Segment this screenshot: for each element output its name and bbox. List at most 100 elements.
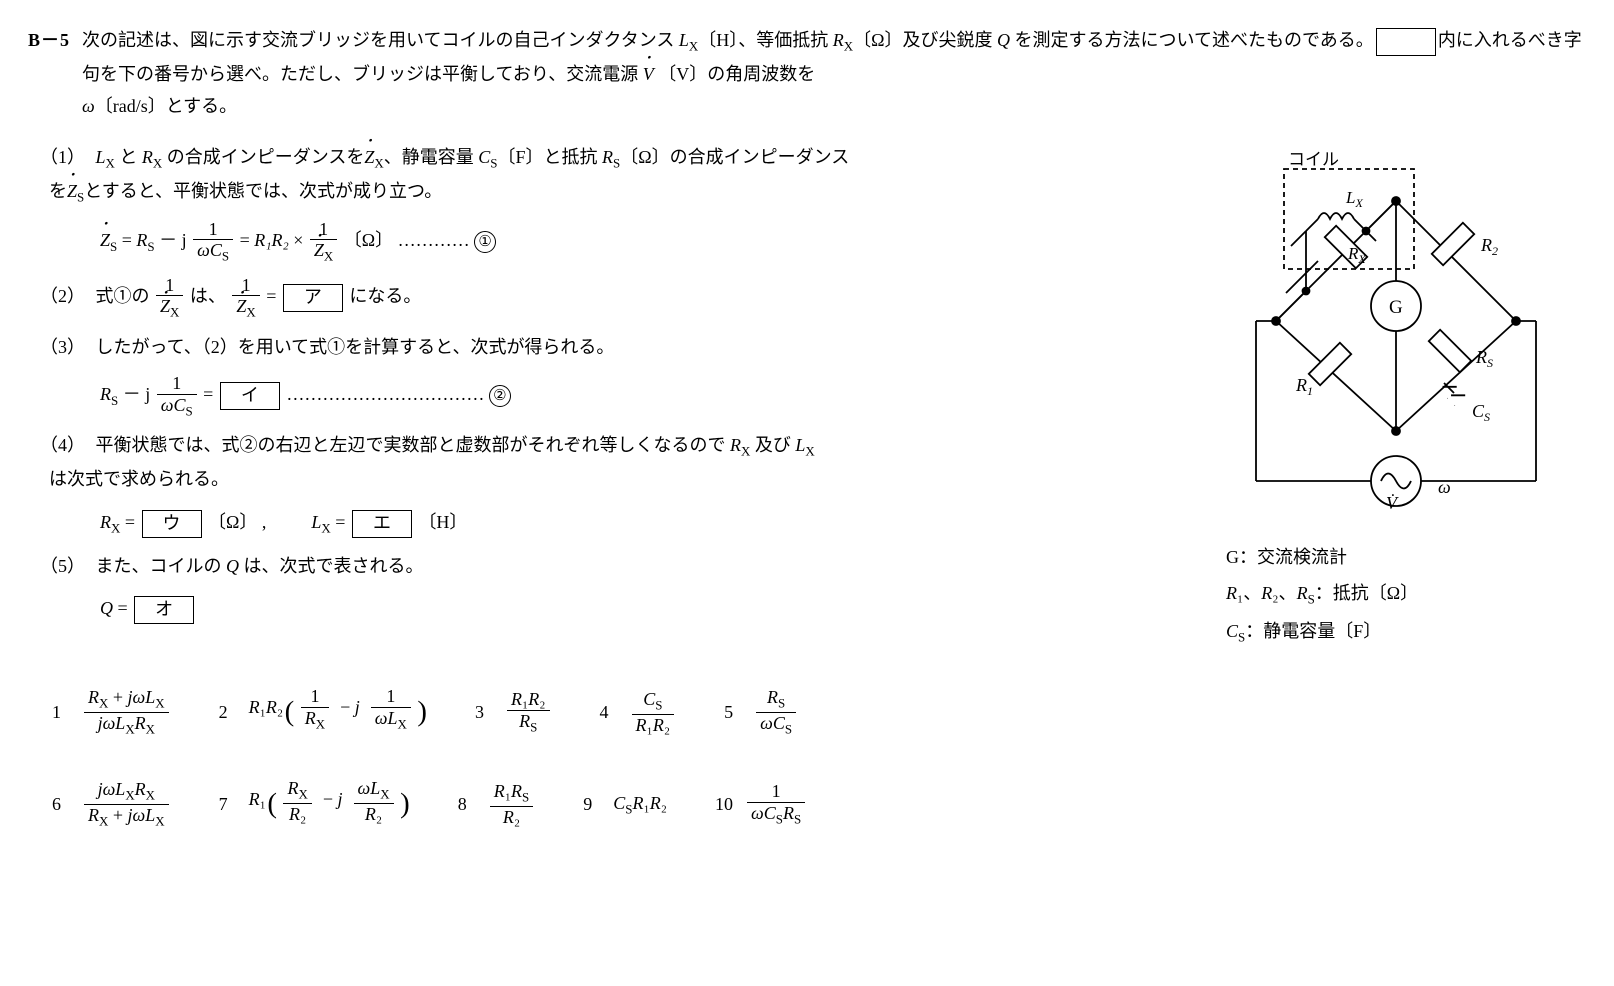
text: は、	[190, 286, 226, 306]
text: 〔Ω〕の合成インピーダンス	[620, 147, 849, 167]
lx-sub: X	[321, 520, 330, 535]
choice-4-expr: CS R₁R₂	[632, 689, 675, 735]
problem-number: B－5	[28, 24, 70, 56]
choice-7: 7 R₁ ( RXR₂ − j ωLXR₂ )	[219, 778, 410, 830]
choice-num: 6	[52, 788, 72, 820]
equation-1: ZS = RS － j 1 ωCS = R₁R₂ × 1 ZX 〔Ω〕 ……………	[100, 219, 1210, 265]
lx-sub: X	[805, 444, 814, 459]
denominator: ZX	[232, 296, 259, 320]
unit: 〔Ω〕 ,	[208, 512, 266, 532]
diagram-caption: G：交流検流計 R₁、R₂、RS：抵抗〔Ω〕 CS：静電容量〔F〕	[1226, 539, 1586, 650]
eq: =	[122, 230, 137, 250]
denominator: ZX	[156, 296, 183, 320]
subquestion-2: （2） 式①の 1 ZX は、 1 ZX = ア になる。	[40, 275, 1210, 321]
lx: L	[795, 435, 805, 455]
text: は、次式で表される。	[239, 556, 424, 576]
problem-header: B－5 次の記述は、図に示す交流ブリッジを用いてコイルの自己インダクタンス LX…	[28, 24, 1586, 123]
text: 〔V〕の角周波数を	[654, 64, 816, 84]
text: したがって、（2）を用いて式①を計算すると、次式が得られる。	[96, 337, 615, 357]
text: 式①の	[96, 286, 155, 306]
sub: X	[153, 155, 162, 170]
blank-e: エ	[352, 510, 412, 538]
rs-sub: S	[147, 238, 154, 253]
choice-num: 7	[219, 788, 239, 820]
cs-sub: S	[185, 404, 192, 419]
blank-i: イ	[220, 382, 280, 410]
rs-symbol: R	[602, 147, 613, 167]
equation-q: Q = オ	[100, 592, 1210, 624]
rx: R	[730, 435, 741, 455]
choice-5: 5 RS ωCS	[724, 687, 798, 737]
choice-num: 1	[52, 696, 72, 728]
text: は次式で求められる。	[49, 469, 229, 489]
dots: ……………………………	[286, 384, 489, 404]
caption-g: G：交流検流計	[1226, 539, 1586, 575]
lx-label: LX	[1345, 188, 1363, 210]
zs-sub: S	[110, 238, 117, 253]
subquestion-1: （1） LX と RX の合成インピーダンスをZX、静電容量 CS〔F〕と抵抗 …	[40, 141, 1210, 209]
questions-column: （1） LX と RX の合成インピーダンスをZX、静電容量 CS〔F〕と抵抗 …	[28, 141, 1226, 635]
choice-9: 9 CSR₁R₂	[583, 787, 667, 821]
fraction: 1 ZX	[310, 219, 337, 265]
subquestion-4: （4） 平衡状態では、式②の右辺と左辺で実数部と虚数部がそれぞれ等しくなるので …	[40, 429, 1210, 495]
blank-o: オ	[134, 596, 194, 624]
cs-symbol: C	[478, 147, 490, 167]
r2-label: R2	[1480, 235, 1498, 258]
choice-row-2: 6 jωLXRX RX + jωLX 7 R₁ ( RXR₂ − j ωLXR₂…	[52, 778, 1586, 830]
zx: Z	[236, 296, 246, 317]
caption-c: CS：静電容量〔F〕	[1226, 613, 1586, 651]
lx-symbol: L	[679, 30, 689, 50]
subq-num: （4）	[40, 435, 85, 455]
choice-num: 10	[715, 788, 735, 820]
rs-label: RS	[1475, 347, 1493, 370]
choice-num: 2	[219, 696, 239, 728]
choice-8: 8 R₁RS R₂	[458, 781, 536, 827]
eq: =	[266, 286, 281, 306]
choice-4: 4 CS R₁R₂	[600, 689, 677, 735]
main-content-row: （1） LX と RX の合成インピーダンスをZX、静電容量 CS〔F〕と抵抗 …	[28, 141, 1586, 650]
coil-label: コイル	[1288, 150, 1339, 169]
rs: R	[100, 384, 111, 404]
unit: 〔Ω〕	[344, 230, 393, 250]
blank-u: ウ	[142, 510, 202, 538]
text: を測定する方法について述べたものである。	[1010, 30, 1374, 50]
rs-sub: S	[111, 393, 118, 408]
text: 、静電容量	[384, 147, 479, 167]
zs-symbol: Z	[67, 175, 77, 207]
denominator: ZX	[310, 240, 337, 264]
blank-a: ア	[283, 284, 343, 312]
minus-j: － j	[159, 230, 191, 250]
omega-label: ω	[1438, 477, 1451, 497]
zx-sub: X	[246, 305, 255, 320]
zx: Z	[160, 296, 170, 317]
diagram-column: コイル LX RX R2 R1 RS CS G V̇ ω G：交流検流計 R₁、…	[1226, 141, 1586, 650]
eq: =	[335, 512, 350, 532]
choice-5-expr: RS ωCS	[756, 687, 796, 737]
circuit-diagram: コイル LX RX R2 R1 RS CS G V̇ ω	[1226, 141, 1566, 511]
cs-label: CS	[1472, 401, 1490, 424]
text: になる。	[349, 286, 421, 306]
problem-statement: 次の記述は、図に示す交流ブリッジを用いてコイルの自己インダクタンス LX〔H〕、…	[82, 24, 1586, 123]
text: 平衡状態では、式②の右辺と左辺で実数部と虚数部がそれぞれ等しくなるので	[96, 435, 731, 455]
choice-8-expr: R₁RS R₂	[490, 781, 534, 827]
lx: L	[311, 512, 321, 532]
caption-r: R₁、R₂、RS：抵抗〔Ω〕	[1226, 575, 1586, 613]
fraction: 1 ωCS	[157, 373, 197, 419]
zx-symbol: Z	[364, 141, 374, 173]
choice-9-expr: CSR₁R₂	[613, 787, 667, 821]
text: とすると、平衡状態では、次式が成り立つ。	[84, 181, 442, 201]
q-symbol: Q	[997, 30, 1010, 50]
eq: =	[240, 230, 255, 250]
g-label: G	[1389, 297, 1403, 318]
rx-sub: X	[111, 520, 120, 535]
choice-1-expr: RX + jωLX jωLXRX	[84, 687, 169, 737]
subq-num: （2）	[40, 286, 85, 306]
choice-2-expr: R₁R₂ ( 1RX − j 1ωLX )	[249, 686, 427, 738]
text: と	[119, 147, 137, 167]
eq: =	[125, 512, 140, 532]
choice-num: 9	[583, 788, 603, 820]
lx-sub: X	[689, 39, 698, 54]
choice-6: 6 jωLXRX RX + jωLX	[52, 779, 171, 829]
subquestion-3: （3） したがって、（2）を用いて式①を計算すると、次式が得られる。	[40, 331, 1210, 363]
dots: …………	[398, 230, 475, 250]
